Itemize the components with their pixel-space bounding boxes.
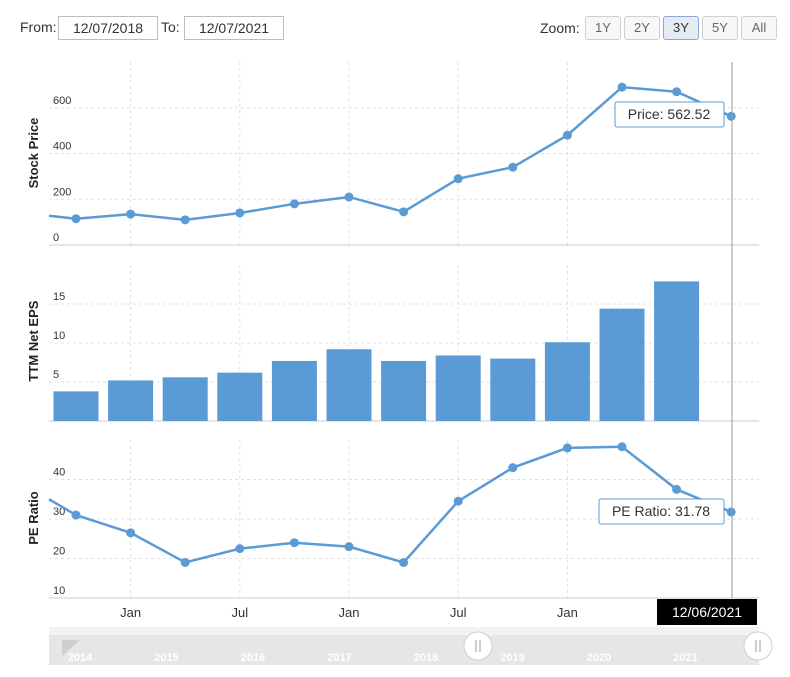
pe-point: [453, 496, 463, 506]
x-tick-label: Jul: [231, 605, 248, 620]
x-tick-label: Jul: [450, 605, 467, 620]
y-tick-label: 20: [53, 546, 65, 558]
zoom-all-button[interactable]: All: [741, 16, 777, 40]
y-tick-label: 10: [53, 585, 65, 597]
price-point: [562, 130, 572, 140]
price-point: [126, 209, 136, 219]
pe-point: [617, 442, 627, 452]
navigator-handle-left[interactable]: [463, 631, 493, 661]
y-tick-label: 15: [53, 291, 65, 303]
navigator-year-label: 2015: [154, 652, 178, 664]
from-date-input[interactable]: 12/07/2018: [58, 16, 158, 40]
price-point: [71, 214, 81, 224]
navigator-year-label: 2021: [673, 652, 697, 664]
pe-axis-title: PE Ratio: [26, 491, 41, 545]
pe-point: [180, 557, 190, 567]
eps-bar: [490, 358, 536, 421]
crosshair-date-badge: [657, 599, 757, 625]
navigator-handle-right[interactable]: [743, 631, 773, 661]
pe-point: [235, 544, 245, 554]
zoom-3y-button[interactable]: 3Y: [663, 16, 699, 40]
zoom-2y-button[interactable]: 2Y: [624, 16, 660, 40]
eps-bar: [435, 355, 481, 421]
price-point: [726, 111, 736, 121]
pe-point: [344, 542, 354, 552]
eps-bar: [326, 349, 372, 421]
pe-point: [726, 507, 736, 517]
y-tick-label: 10: [53, 330, 65, 342]
navigator-year-label: 2018: [414, 652, 438, 664]
stock-price-axis-title: Stock Price: [26, 118, 41, 189]
navigator-year-label: 2016: [241, 652, 265, 664]
pe-tooltip: PE Ratio: 31.78: [598, 498, 725, 525]
y-tick-label: 400: [53, 141, 71, 153]
pe-point: [508, 463, 518, 473]
eps-bar: [108, 380, 154, 421]
price-point: [180, 215, 190, 225]
navigator-year-label: 2014: [68, 652, 93, 664]
price-tooltip: Price: 562.52: [614, 101, 725, 128]
eps-bar: [271, 360, 317, 421]
navigator-year-label: 2019: [500, 652, 524, 664]
pe-point: [289, 538, 299, 548]
price-point: [344, 192, 354, 202]
x-tick-label: Jan: [557, 605, 578, 620]
eps-bar: [599, 308, 645, 421]
price-point: [672, 87, 682, 97]
pe-line: [48, 445, 732, 564]
price-point: [399, 207, 409, 217]
y-tick-label: 200: [53, 186, 71, 198]
to-date-input[interactable]: 12/07/2021: [184, 16, 284, 40]
eps-bar: [217, 372, 263, 421]
eps-bar: [654, 281, 700, 421]
price-point: [453, 174, 463, 184]
pe-point: [126, 528, 136, 538]
navigator-year-label: 2020: [587, 652, 611, 664]
eps-bar: [381, 360, 427, 421]
y-tick-label: 40: [53, 467, 65, 479]
price-point: [508, 162, 518, 172]
pe-point: [672, 484, 682, 494]
to-label: To:: [161, 19, 180, 35]
eps-axis-title: TTM Net EPS: [26, 300, 41, 381]
price-tooltip-text: Price: 562.52: [628, 106, 711, 122]
x-tick-label: Jan: [339, 605, 360, 620]
eps-bar: [162, 377, 208, 421]
zoom-label: Zoom:: [540, 20, 580, 36]
price-line: [48, 85, 732, 222]
crosshair-date-label: 12/06/2021: [672, 604, 742, 620]
eps-bar: [544, 342, 590, 421]
pe-point: [562, 443, 572, 453]
pe-point: [71, 510, 81, 520]
pe-point: [399, 557, 409, 567]
y-tick-label: 600: [53, 95, 71, 107]
price-point: [235, 208, 245, 218]
y-tick-label: 0: [53, 232, 59, 244]
price-point: [617, 82, 627, 92]
from-label: From:: [20, 19, 57, 35]
y-tick-label: 30: [53, 506, 65, 518]
navigator-top-strip: [49, 627, 759, 635]
eps-bar: [53, 391, 99, 421]
navigator-scroll-left-icon[interactable]: [62, 640, 80, 656]
y-tick-label: 5: [53, 369, 59, 381]
pe-tooltip-text: PE Ratio: 31.78: [612, 503, 710, 519]
range-toolbar: From: 12/07/2018 To: 12/07/2021 Zoom: 1Y…: [0, 0, 790, 56]
zoom-1y-button[interactable]: 1Y: [585, 16, 621, 40]
navigator-year-label: 2017: [327, 652, 351, 664]
x-tick-label: Jan: [120, 605, 141, 620]
price-point: [289, 199, 299, 209]
zoom-5y-button[interactable]: 5Y: [702, 16, 738, 40]
